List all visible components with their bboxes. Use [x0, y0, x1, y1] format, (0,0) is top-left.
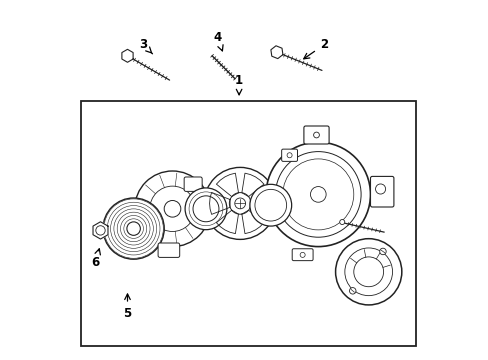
- Circle shape: [339, 220, 344, 225]
- Circle shape: [286, 153, 291, 158]
- Circle shape: [353, 257, 383, 287]
- Circle shape: [310, 186, 325, 202]
- FancyBboxPatch shape: [281, 149, 297, 161]
- Text: 6: 6: [91, 249, 100, 269]
- Text: 5: 5: [123, 294, 131, 320]
- Circle shape: [375, 184, 385, 194]
- Circle shape: [313, 132, 319, 138]
- Circle shape: [379, 248, 386, 255]
- Text: 2: 2: [303, 39, 327, 59]
- FancyBboxPatch shape: [158, 243, 179, 257]
- Circle shape: [335, 239, 401, 305]
- Text: 1: 1: [235, 75, 243, 95]
- Circle shape: [103, 198, 164, 259]
- Circle shape: [134, 171, 210, 247]
- Circle shape: [126, 222, 140, 235]
- FancyBboxPatch shape: [370, 176, 393, 207]
- Circle shape: [265, 142, 370, 247]
- Circle shape: [185, 188, 226, 230]
- FancyBboxPatch shape: [303, 126, 328, 144]
- FancyBboxPatch shape: [184, 177, 202, 192]
- Circle shape: [204, 167, 276, 239]
- Polygon shape: [93, 222, 108, 239]
- FancyBboxPatch shape: [292, 249, 312, 261]
- Text: 4: 4: [213, 31, 223, 51]
- Polygon shape: [270, 46, 283, 59]
- Circle shape: [96, 226, 105, 235]
- Polygon shape: [122, 49, 133, 62]
- Circle shape: [229, 193, 250, 214]
- Circle shape: [164, 201, 181, 217]
- Circle shape: [193, 196, 219, 222]
- Bar: [81, 101, 415, 346]
- Circle shape: [249, 184, 291, 226]
- Circle shape: [234, 198, 245, 209]
- Text: 3: 3: [140, 39, 152, 54]
- Circle shape: [300, 252, 305, 257]
- Circle shape: [349, 288, 355, 294]
